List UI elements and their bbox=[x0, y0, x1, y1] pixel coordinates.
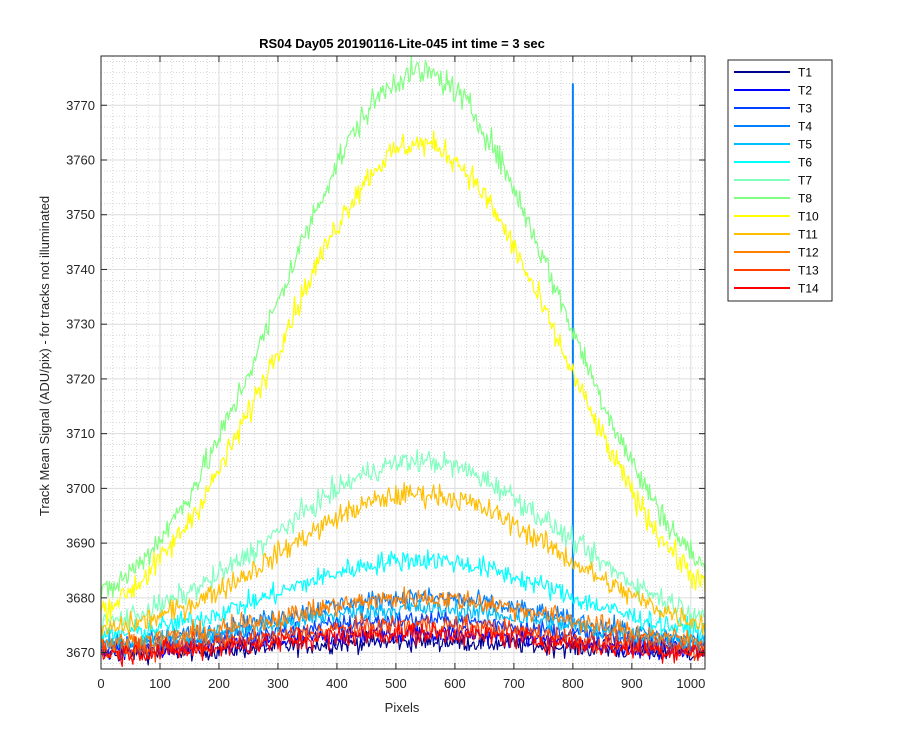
legend-label-t2: T2 bbox=[798, 84, 812, 98]
legend-label-t13: T13 bbox=[798, 264, 819, 278]
legend-label-t10: T10 bbox=[798, 210, 819, 224]
series-line-t8 bbox=[100, 55, 706, 600]
x-tick-label: 1000 bbox=[676, 676, 705, 691]
legend-label-t3: T3 bbox=[798, 102, 812, 116]
y-tick-label: 3740 bbox=[66, 262, 95, 277]
y-tick-label: 3680 bbox=[66, 590, 95, 605]
legend-label-t7: T7 bbox=[798, 174, 812, 188]
x-tick-label: 800 bbox=[562, 676, 584, 691]
y-tick-label: 3770 bbox=[66, 98, 95, 113]
x-tick-label: 300 bbox=[267, 676, 289, 691]
x-tick-label: 500 bbox=[385, 676, 407, 691]
y-axis-ticks: 3670 3680 3690 3700 3710 3720 3730 3740 3750 3760… bbox=[66, 98, 705, 660]
x-tick-label: 400 bbox=[326, 676, 348, 691]
axes-background bbox=[101, 56, 705, 669]
x-tick-label: 600 bbox=[444, 676, 466, 691]
series-line-t7 bbox=[100, 449, 706, 638]
legend-label-t6: T6 bbox=[798, 156, 812, 170]
series-line-t11 bbox=[100, 482, 706, 637]
y-tick-label: 3670 bbox=[66, 645, 95, 660]
x-axis-ticks: 0 100 200 300 400 500 600 700 800 900 1000 bbox=[97, 56, 705, 691]
series-line-t14 bbox=[100, 620, 706, 668]
x-tick-label: 200 bbox=[208, 676, 230, 691]
legend-label-t5: T5 bbox=[798, 138, 812, 152]
legend-label-t12: T12 bbox=[798, 246, 819, 260]
legend-label-t1: T1 bbox=[798, 66, 812, 80]
x-tick-label: 100 bbox=[149, 676, 171, 691]
y-tick-label: 3690 bbox=[66, 536, 95, 551]
legend-label-t11: T11 bbox=[798, 228, 818, 242]
x-tick-label: 700 bbox=[503, 676, 525, 691]
y-tick-label: 3730 bbox=[66, 317, 95, 332]
legend: T1 T2 T3 T4 T5 T6 T7 T8 T10 T11 T12 T13 T14 bbox=[727, 59, 833, 302]
chart-title: RS04 Day05 20190116-Lite-045 int time = … bbox=[259, 36, 545, 51]
series-line-t12 bbox=[100, 586, 706, 656]
y-tick-label: 3700 bbox=[66, 481, 95, 496]
x-axis-label: Pixels bbox=[385, 700, 420, 715]
legend-label-t4: T4 bbox=[798, 120, 812, 134]
minor-grid bbox=[101, 56, 705, 669]
y-axis-label: Track Mean Signal (ADU/pix) - for tracks… bbox=[37, 196, 52, 516]
y-tick-label: 3710 bbox=[66, 426, 95, 441]
y-tick-label: 3750 bbox=[66, 207, 95, 222]
series-line-t10 bbox=[100, 130, 706, 626]
legend-items: T1 T2 T3 T4 T5 T6 T7 T8 T10 T11 T12 T13 T14 bbox=[734, 66, 819, 296]
legend-label-t14: T14 bbox=[798, 282, 819, 296]
series-line-t5 bbox=[100, 598, 706, 658]
y-tick-label: 3760 bbox=[66, 152, 95, 167]
y-tick-label: 3720 bbox=[66, 371, 95, 386]
axes-box bbox=[100, 55, 706, 670]
legend-label-t8: T8 bbox=[798, 192, 812, 206]
series-group bbox=[100, 55, 706, 668]
x-tick-label: 0 bbox=[97, 676, 104, 691]
series-line-t6 bbox=[100, 549, 706, 646]
x-tick-label: 900 bbox=[621, 676, 643, 691]
plot-area: 0 100 200 300 400 500 600 700 800 900 1000 3670 368… bbox=[66, 55, 706, 691]
